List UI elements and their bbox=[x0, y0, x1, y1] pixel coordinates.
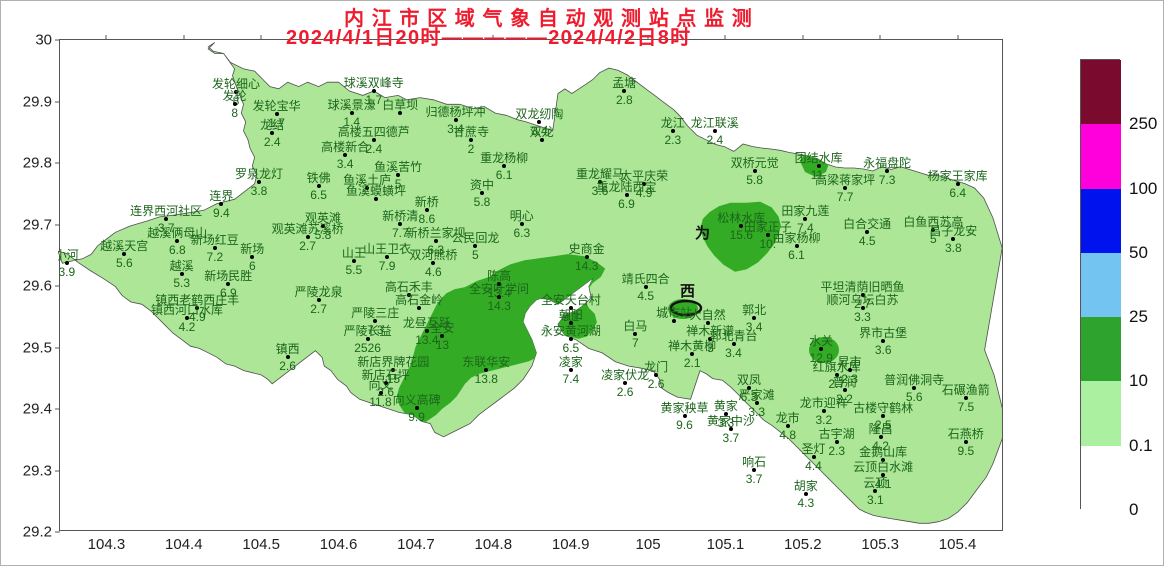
svg-text:为: 为 bbox=[695, 224, 710, 242]
svg-text:西: 西 bbox=[680, 283, 695, 300]
